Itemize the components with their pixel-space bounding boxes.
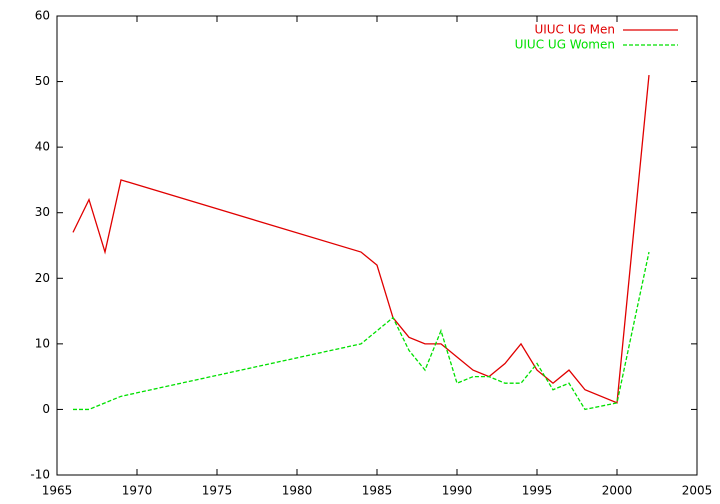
- series-line: [72, 74, 650, 404]
- x-tick-label: 1985: [362, 484, 393, 498]
- x-tick-label: 1980: [282, 484, 313, 498]
- y-tick-label: 40: [35, 140, 50, 154]
- x-tick-label: 1990: [442, 484, 473, 498]
- y-tick-label: 50: [35, 74, 50, 88]
- x-tick-label: 1970: [122, 484, 153, 498]
- x-tick-label: 1995: [522, 484, 553, 498]
- y-tick-label: 60: [35, 9, 50, 23]
- y-tick-label: -10: [30, 468, 50, 482]
- y-tick-label: 20: [35, 271, 50, 285]
- y-tick-label: 0: [42, 402, 50, 416]
- series-line: [73, 251, 650, 411]
- plot-frame: [56, 15, 698, 476]
- y-tick-label: 10: [35, 336, 50, 350]
- y-tick-label: 30: [35, 205, 50, 219]
- legend-label: UIUC UG Men: [534, 23, 615, 37]
- x-tick-label: 2005: [682, 484, 713, 498]
- x-tick-label: 2000: [602, 484, 633, 498]
- legend-label: UIUC UG Women: [515, 38, 615, 52]
- x-tick-label: 1965: [42, 484, 73, 498]
- x-tick-label: 1975: [202, 484, 233, 498]
